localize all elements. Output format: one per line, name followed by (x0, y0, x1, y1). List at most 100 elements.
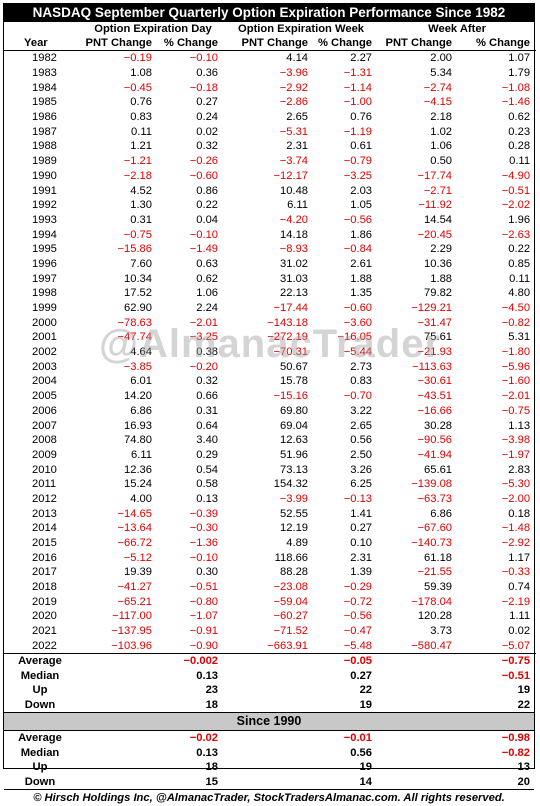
after-pnt-cell: 1.88 (430, 272, 453, 285)
stat-spacer (224, 698, 314, 713)
after-pnt-cell: −2.71 (423, 184, 453, 197)
day-pct-cell: −1.36 (189, 537, 219, 550)
table-row: 2002 4.64 0.38 −70.31 −5.44 −21.93 −1.80 (4, 345, 536, 360)
after-pnt-cell: 3.73 (430, 625, 453, 638)
after-pnt-cell: 10.36 (424, 257, 453, 270)
day-pct-cell: 0.86 (196, 184, 219, 197)
stats-row: Median 0.13 0.27 −0.51 (4, 669, 536, 684)
col-week-pct: % Change (314, 36, 379, 51)
after-pct-cell: 1.11 (509, 610, 531, 623)
year-cell: 2010 (32, 463, 57, 476)
week-pct-cell: 0.10 (350, 537, 373, 550)
day-pnt-cell: −2.18 (123, 169, 152, 182)
day-pct-cell: −0.18 (189, 81, 219, 94)
since-1990-band: Since 1990 (4, 712, 534, 732)
week-pct-cell: 0.83 (350, 375, 373, 388)
stat-label: Down (24, 698, 56, 711)
day-pct-cell: −3.25 (189, 331, 219, 344)
day-pct-cell: 0.13 (196, 492, 219, 505)
day-pnt-cell: −1.21 (123, 155, 152, 168)
stat-spacer (378, 775, 458, 790)
after-pct-cell: 0.18 (508, 507, 531, 520)
year-cell: 1984 (32, 81, 57, 94)
day-pnt-cell: 0.11 (131, 125, 152, 138)
day-pct-cell: −0.10 (189, 551, 219, 564)
day-pnt-cell: −3.85 (123, 360, 152, 373)
table-row: 2003 −3.85 −0.20 50.67 2.73 −113.63 −5.96 (4, 359, 536, 374)
after-pct-cell: 5.31 (508, 331, 531, 344)
table-row: 1999 62.90 2.24 −17.44 −0.60 −129.21 −4.50 (4, 301, 536, 316)
year-cell: 1983 (32, 67, 57, 80)
week-pct-cell: 1.05 (350, 199, 373, 212)
year-cell: 1992 (32, 199, 57, 212)
after-pnt-cell: −41.94 (417, 448, 453, 461)
day-pct-cell: 0.64 (196, 419, 219, 432)
stats-row: Average −0.002 −0.05 −0.75 (4, 653, 537, 669)
after-pct-cell: −1.97 (501, 448, 531, 461)
after-pct-cell: −2.00 (501, 492, 531, 505)
day-pnt-cell: −14.65 (117, 507, 152, 520)
since-1990-stats: Average −0.02 −0.01 −0.98 Median 0.13 0.56 −0.8… (4, 731, 536, 789)
year-cell: 1997 (32, 272, 57, 285)
day-pct-cell: −0.91 (189, 625, 219, 638)
group-expiration-day: Option Expiration Day (94, 23, 212, 35)
year-cell: 1991 (32, 184, 57, 197)
week-pct-cell: 1.35 (350, 287, 373, 300)
week-pct-cell: −0.13 (343, 492, 373, 505)
week-pnt-cell: −663.91 (267, 639, 309, 652)
day-pnt-cell: −117.00 (112, 610, 152, 623)
stat-spacer (82, 698, 158, 713)
week-pct-cell: −0.72 (343, 595, 373, 608)
week-pct-cell: −1.19 (343, 125, 373, 138)
stat-spacer (378, 653, 459, 669)
table-row: 1985 0.76 0.27 −2.86 −1.00 −4.15 −1.46 (4, 95, 536, 110)
day-pnt-cell: 74.80 (124, 434, 152, 447)
week-pct-cell: 2.27 (350, 52, 373, 65)
table-row: 2020 −117.00 −1.07 −60.27 −0.56 120.28 1.11 (4, 609, 536, 624)
day-pct-cell: −1.07 (189, 610, 219, 623)
week-pct-cell: 2.65 (350, 419, 373, 432)
after-pct-cell: 0.23 (508, 125, 531, 138)
day-pnt-cell: 14.20 (124, 390, 152, 403)
day-pnt-cell: −137.95 (111, 625, 152, 638)
col-day-pct: % Change (158, 36, 225, 51)
after-pct-cell: 1.79 (508, 67, 531, 80)
table-row: 2019 −65.21 −0.80 −59.04 −0.72 −178.04 −2.19 (4, 594, 536, 609)
stat-day: −0.002 (158, 653, 225, 669)
day-pct-cell: 0.62 (196, 272, 219, 285)
week-pct-cell: 2.50 (350, 448, 373, 461)
week-pct-cell: 2.31 (350, 551, 373, 564)
after-pct-cell: −3.98 (501, 434, 531, 447)
stat-week: 22 (359, 684, 373, 697)
stat-week: 19 (359, 761, 372, 774)
stat-after: −0.82 (501, 746, 530, 759)
week-pct-cell: 0.56 (350, 434, 373, 447)
year-cell: 2002 (32, 346, 57, 359)
week-pnt-cell: 2.31 (286, 140, 309, 153)
after-pct-cell: −0.33 (501, 566, 531, 579)
table-row: 1990 −2.18 −0.60 −12.17 −3.25 −17.74 −4.90 (4, 169, 536, 184)
year-cell: 2013 (32, 507, 57, 520)
week-pnt-cell: 118.66 (274, 551, 309, 564)
table-row: 1998 17.52 1.06 22.13 1.35 79.82 4.80 (4, 286, 536, 301)
after-pnt-cell: −580.47 (411, 639, 453, 652)
stat-label: Average (4, 653, 82, 669)
after-pnt-cell: 79.82 (424, 287, 453, 300)
day-pct-cell: 0.58 (196, 478, 219, 491)
table-row: 2005 14.20 0.66 −15.16 −0.70 −43.51 −2.01 (4, 389, 536, 404)
week-pnt-cell: 51.96 (280, 448, 309, 461)
week-pnt-cell: −272.19 (267, 331, 309, 344)
week-pnt-cell: 31.03 (280, 272, 309, 285)
after-pct-cell: −2.01 (501, 390, 531, 403)
week-pct-cell: −16.05 (337, 331, 373, 344)
year-cell: 2006 (32, 404, 57, 417)
week-pct-cell: 6.25 (350, 478, 373, 491)
week-pnt-cell: −3.99 (279, 492, 309, 505)
day-pnt-cell: 0.83 (130, 111, 152, 124)
week-pct-cell: −3.60 (343, 316, 373, 329)
week-pct-cell: −0.56 (343, 213, 373, 226)
stat-week: −0.01 (343, 732, 372, 745)
day-pnt-cell: −66.72 (117, 537, 152, 550)
week-pct-cell: 1.39 (350, 566, 373, 579)
group-expiration-week: Option Expiration Week (238, 23, 365, 35)
